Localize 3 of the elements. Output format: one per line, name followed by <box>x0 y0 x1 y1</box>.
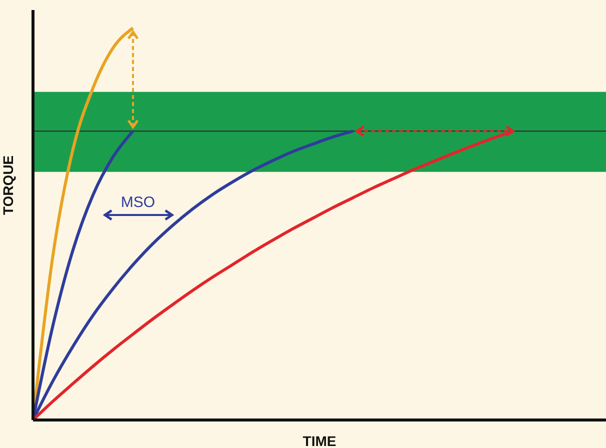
x-axis-title: TIME <box>302 433 336 448</box>
y-axis-title: TORQUE <box>0 155 16 215</box>
annotation: MSO <box>120 194 156 211</box>
